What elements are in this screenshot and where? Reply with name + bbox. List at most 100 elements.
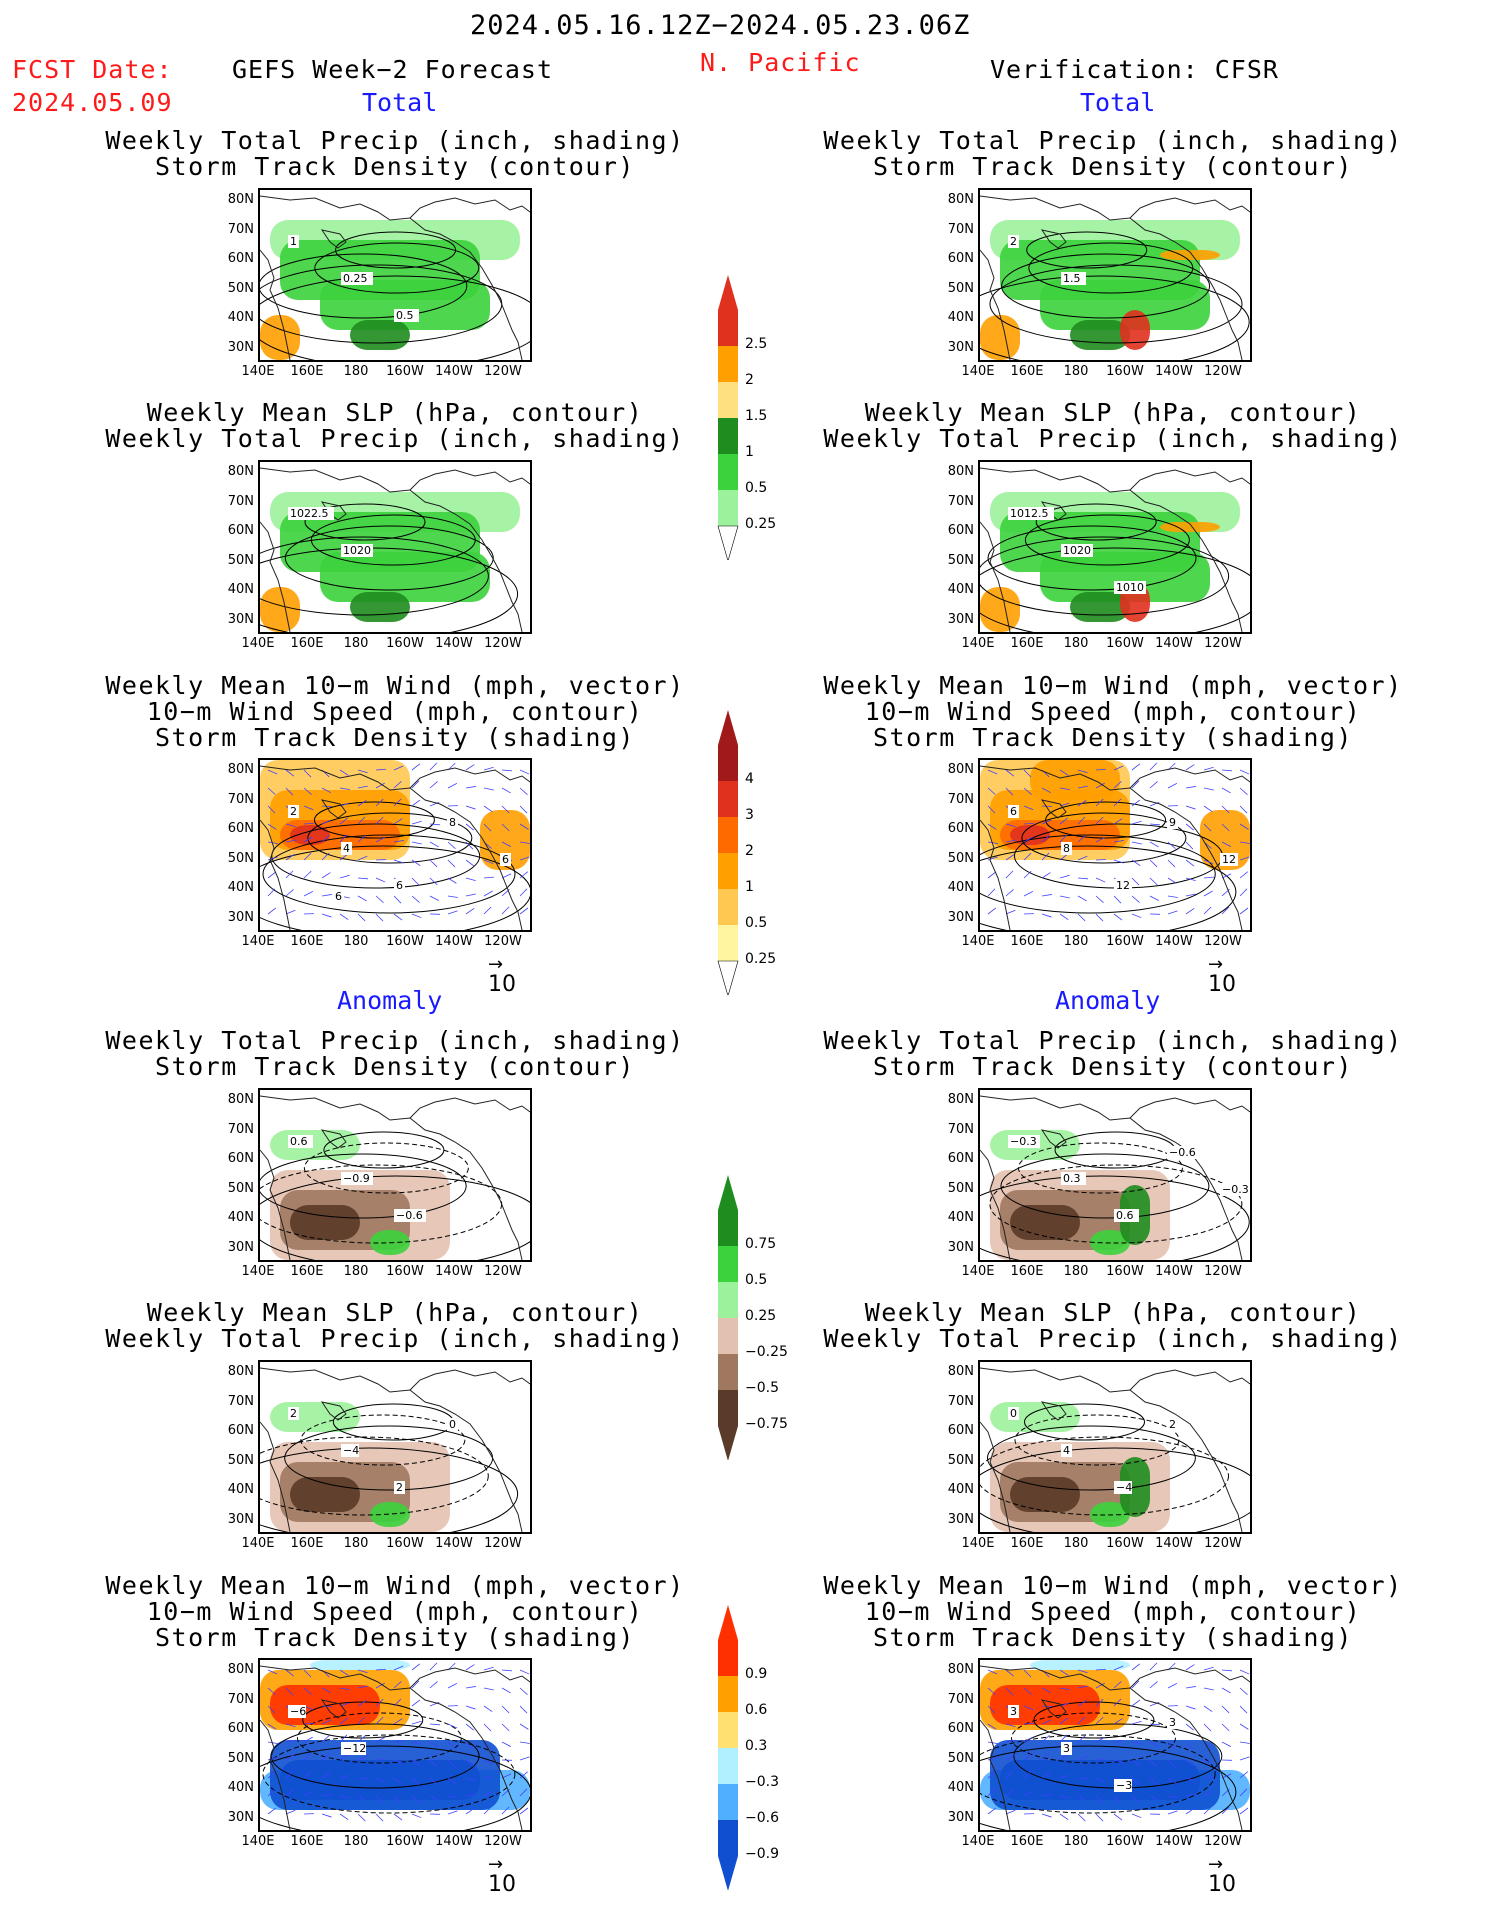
wind-vector — [1095, 782, 1105, 789]
vector-reference: → 10 — [488, 1854, 516, 1898]
wind-vector — [465, 1807, 475, 1815]
contour-label-bg — [288, 805, 299, 818]
colorbar-label: 1 — [745, 879, 754, 895]
wind-vector — [411, 1741, 422, 1745]
contour-line — [262, 834, 516, 914]
wind-vector — [1041, 835, 1050, 843]
contour-label-bg — [1061, 1172, 1086, 1185]
wind-vector — [375, 1698, 384, 1707]
shading-blob — [310, 1660, 410, 1670]
wind-vector — [483, 823, 492, 832]
colorbar-segment — [718, 1712, 738, 1748]
contour-line — [987, 525, 1197, 591]
coastline — [1129, 1667, 1250, 1689]
lat-tick-label: 30N — [227, 339, 254, 355]
wind-vector — [501, 1669, 512, 1672]
contour-line — [260, 1447, 519, 1532]
wind-vector — [411, 841, 422, 845]
wind-vector — [987, 787, 996, 795]
contour-label: 9 — [1169, 816, 1176, 829]
coastline — [1129, 1369, 1250, 1391]
panel-title-line: Weekly Mean 10−m Wind (mph, vector) — [823, 1571, 1403, 1600]
colorbar-segment — [718, 1676, 738, 1712]
region-title: N. Pacific — [700, 48, 861, 77]
shading-blob — [990, 1402, 1080, 1432]
contour-label-bg — [500, 853, 511, 866]
wind-vector — [1077, 1700, 1087, 1707]
wind-vector — [1059, 1813, 1069, 1820]
wind-vector — [1041, 1813, 1052, 1818]
wind-vector — [501, 1723, 510, 1732]
wind-vector — [1005, 1754, 1015, 1761]
wind-vector — [1167, 877, 1177, 884]
wind-vector — [1059, 817, 1069, 825]
wind-vector — [375, 798, 384, 807]
wind-vector — [501, 805, 510, 814]
contour-line — [1000, 1153, 1210, 1219]
contour-line — [307, 812, 473, 864]
wind-vector — [1131, 859, 1141, 866]
wind-vector — [1149, 1777, 1158, 1786]
wind-vector — [1221, 769, 1232, 772]
contour-line — [303, 1142, 469, 1194]
wind-vector — [411, 763, 421, 771]
wind-vector — [519, 856, 530, 861]
wind-vector — [1149, 895, 1160, 901]
wind-vector — [429, 823, 440, 826]
wind-vector — [1059, 1774, 1070, 1779]
shading-blob — [320, 552, 490, 602]
wind-vector — [267, 1788, 276, 1797]
wind-vector — [1167, 841, 1176, 849]
lon-tick-label: 160E — [290, 1536, 324, 1551]
wind-vector — [429, 1795, 440, 1801]
lat-tick-label: 30N — [947, 1239, 974, 1255]
lat-tick-label: 50N — [947, 1180, 974, 1196]
wind-vector — [1095, 1698, 1104, 1707]
colorbar-label: 2.5 — [745, 336, 768, 352]
wind-vector — [321, 1813, 332, 1818]
wind-vector — [321, 1687, 332, 1694]
map-panel: 3 3 −3 3 — [978, 1658, 1252, 1832]
wind-vector — [1131, 763, 1141, 771]
lon-tick-label: 160E — [1010, 1834, 1044, 1849]
wind-vector — [1059, 1795, 1070, 1799]
wind-vector — [501, 787, 511, 794]
lon-tick-label: 140W — [435, 1536, 473, 1551]
lat-tick-label: 70N — [947, 1121, 974, 1137]
colorbar-label: 0.5 — [745, 915, 768, 931]
wind-vector — [1113, 818, 1123, 825]
map-panel: 6 8 12 9 12 — [978, 758, 1252, 932]
wind-vector — [393, 1795, 402, 1804]
wind-vector — [1203, 823, 1212, 832]
wind-vector — [501, 873, 512, 879]
wind-vector — [375, 1813, 384, 1822]
lon-tick-label: 140W — [435, 636, 473, 651]
coastline — [409, 1369, 530, 1391]
wind-vector — [1167, 859, 1176, 868]
wind-vector — [1149, 1662, 1158, 1671]
wind-vector — [1041, 872, 1051, 879]
coastline — [980, 1719, 1011, 1830]
lat-tick-label: 40N — [227, 582, 254, 597]
wind-vector — [357, 816, 366, 825]
panel-title-line: 10−m Wind Speed (mph, contour) — [864, 697, 1362, 726]
contour-label-bg — [288, 1407, 299, 1420]
wind-vector — [1023, 1669, 1032, 1678]
contour-line — [284, 525, 494, 591]
contour-label: 3 — [1169, 1716, 1176, 1729]
lat-tick-label: 80N — [227, 1662, 254, 1677]
coastline — [320, 1699, 347, 1719]
lon-tick-label: 180 — [1063, 636, 1089, 651]
lon-tick-label: 160W — [386, 1264, 424, 1279]
map-panel: 1022.5 1020 — [258, 460, 532, 634]
wind-vector — [987, 823, 997, 830]
wind-vector — [285, 1789, 294, 1797]
section-total-left: Total — [362, 88, 438, 117]
wind-vector — [483, 1705, 493, 1712]
wind-vector — [375, 1795, 384, 1803]
wind-vector — [1077, 877, 1088, 880]
wind-vector — [1167, 1682, 1178, 1689]
panel-title-line: Weekly Mean SLP (hPa, contour) — [864, 1298, 1362, 1327]
lat-tick-label: 80N — [947, 1092, 974, 1107]
wind-vector — [411, 780, 420, 789]
